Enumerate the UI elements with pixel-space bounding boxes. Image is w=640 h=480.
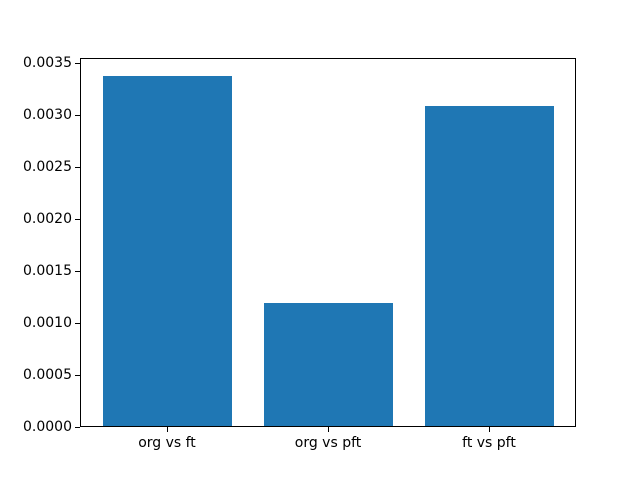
y-tick-label: 0.0020 bbox=[23, 211, 72, 227]
y-tick-label: 0.0025 bbox=[23, 159, 72, 175]
x-tick-label: org vs ft bbox=[138, 435, 196, 451]
y-tick-label: 0.0015 bbox=[23, 263, 72, 279]
y-tick-mark bbox=[75, 167, 80, 168]
y-tick-mark bbox=[75, 375, 80, 376]
x-tick-mark bbox=[489, 427, 490, 432]
x-tick-mark bbox=[167, 427, 168, 432]
x-tick-mark bbox=[328, 427, 329, 432]
x-tick-label: ft vs pft bbox=[462, 435, 516, 451]
y-tick-mark bbox=[75, 323, 80, 324]
x-tick-label: org vs pft bbox=[294, 435, 362, 451]
y-tick-label: 0.0000 bbox=[23, 419, 72, 435]
bar bbox=[264, 303, 393, 427]
y-tick-label: 0.0010 bbox=[23, 315, 72, 331]
y-tick-mark bbox=[75, 115, 80, 116]
y-tick-mark bbox=[75, 219, 80, 220]
bar bbox=[425, 106, 554, 427]
y-tick-label: 0.0035 bbox=[23, 55, 72, 71]
y-tick-label: 0.0005 bbox=[23, 367, 72, 383]
y-tick-label: 0.0030 bbox=[23, 107, 72, 123]
y-tick-mark bbox=[75, 271, 80, 272]
y-tick-mark bbox=[75, 63, 80, 64]
bar bbox=[103, 76, 232, 427]
y-tick-mark bbox=[75, 427, 80, 428]
